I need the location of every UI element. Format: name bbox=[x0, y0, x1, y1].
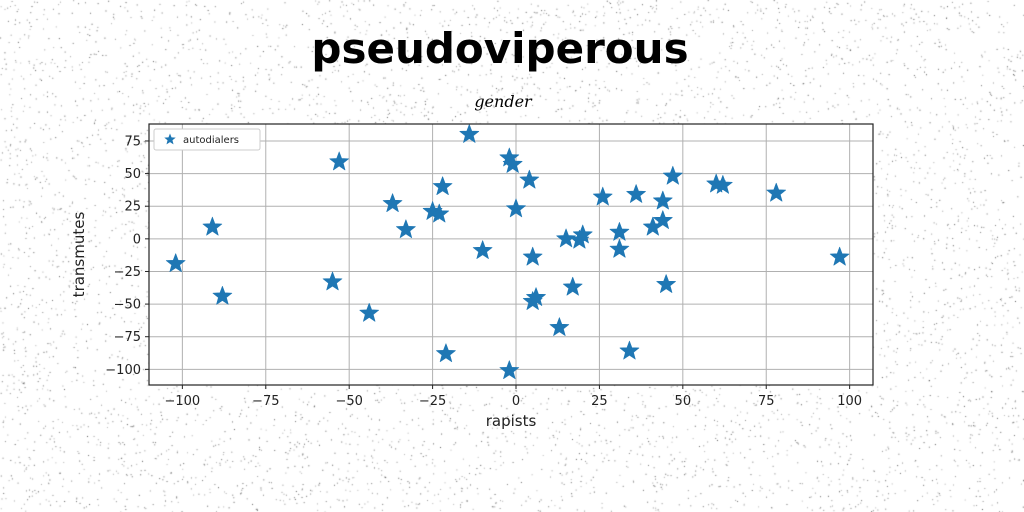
y-axis-label: transmutes bbox=[70, 212, 88, 298]
data-point bbox=[572, 224, 593, 244]
axis-ticks: −100 −75 −50 −25 0 25 50 75 100 −100 −75 −50 −25 0 25 5… bbox=[105, 134, 862, 409]
data-point bbox=[499, 360, 520, 380]
data-point bbox=[459, 124, 480, 143]
data-point bbox=[653, 190, 673, 210]
legend-label-autodialers: autodialers bbox=[183, 135, 239, 146]
data-point bbox=[713, 175, 733, 194]
y-tick-label: −50 bbox=[114, 298, 141, 313]
data-points bbox=[165, 124, 850, 380]
legend-box bbox=[153, 128, 261, 151]
data-point bbox=[396, 219, 416, 239]
x-tick-label: −50 bbox=[335, 394, 362, 409]
data-point bbox=[653, 210, 673, 229]
data-point bbox=[829, 246, 850, 266]
data-point bbox=[212, 285, 233, 305]
data-point bbox=[359, 302, 380, 322]
data-point bbox=[436, 343, 456, 363]
data-point bbox=[656, 274, 676, 293]
data-point bbox=[592, 186, 613, 206]
data-point bbox=[472, 240, 493, 259]
legend: autodialers bbox=[153, 128, 261, 151]
x-tick-label: 50 bbox=[675, 394, 692, 409]
data-point bbox=[429, 203, 450, 223]
y-tick-label: −25 bbox=[114, 265, 141, 280]
data-point bbox=[526, 287, 546, 306]
data-point bbox=[626, 184, 646, 203]
data-point bbox=[329, 151, 349, 171]
data-point bbox=[619, 340, 640, 360]
data-point bbox=[502, 154, 523, 173]
data-point bbox=[556, 228, 576, 248]
data-point bbox=[202, 216, 223, 236]
data-point bbox=[562, 276, 583, 296]
data-point bbox=[165, 253, 186, 273]
y-tick-label: 75 bbox=[124, 134, 141, 149]
data-point bbox=[432, 176, 453, 196]
data-point bbox=[766, 182, 787, 202]
data-point bbox=[506, 198, 526, 218]
gridlines bbox=[149, 124, 873, 385]
data-point bbox=[549, 317, 570, 336]
x-tick-label: −75 bbox=[252, 394, 279, 409]
data-point bbox=[609, 238, 630, 258]
data-point bbox=[322, 271, 343, 291]
x-tick-label: −25 bbox=[419, 394, 446, 409]
x-tick-label: 75 bbox=[758, 394, 775, 409]
x-tick-label: 25 bbox=[591, 394, 608, 409]
x-tick-label: 0 bbox=[512, 394, 520, 409]
x-axis-label: rapists bbox=[486, 412, 537, 430]
data-point bbox=[382, 193, 403, 212]
data-point bbox=[663, 165, 683, 185]
plot-frame bbox=[148, 123, 874, 386]
data-point bbox=[522, 246, 543, 266]
chart-subtitle: gender bbox=[474, 92, 532, 111]
y-tick-label: −100 bbox=[105, 363, 141, 378]
x-tick-label: 100 bbox=[837, 394, 862, 409]
data-point bbox=[519, 169, 540, 189]
x-tick-label: −100 bbox=[165, 394, 201, 409]
y-tick-label: 50 bbox=[124, 167, 141, 182]
chart-title: pseudoviperous bbox=[311, 24, 689, 73]
y-tick-label: 25 bbox=[124, 200, 141, 215]
legend-marker-autodialers bbox=[164, 133, 176, 145]
y-tick-label: 0 bbox=[133, 232, 141, 247]
data-point bbox=[609, 222, 630, 241]
y-tick-label: −75 bbox=[114, 330, 141, 345]
